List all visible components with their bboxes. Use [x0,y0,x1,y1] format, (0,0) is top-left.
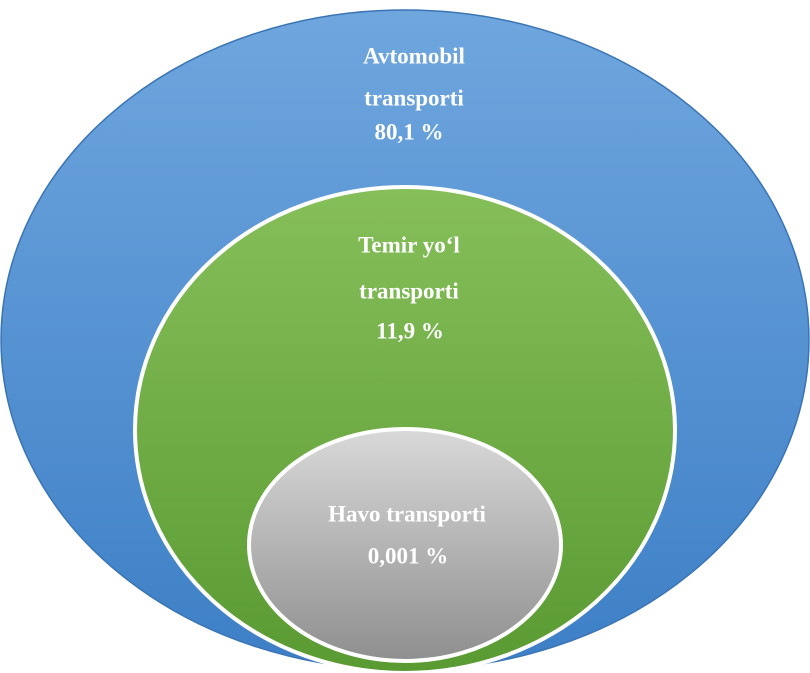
node-label: Temir yo‘l [358,232,460,257]
node-label: transporti [364,85,464,110]
node-value: 0,001 % [368,543,449,568]
inner-ellipse [247,427,563,663]
node-label: Havo transporti [328,501,486,526]
node-label: transporti [359,278,459,303]
node-value: 80,1 % [375,119,444,144]
node-label: Avtomobil [363,43,465,68]
node-value: 11,9 % [376,318,444,343]
